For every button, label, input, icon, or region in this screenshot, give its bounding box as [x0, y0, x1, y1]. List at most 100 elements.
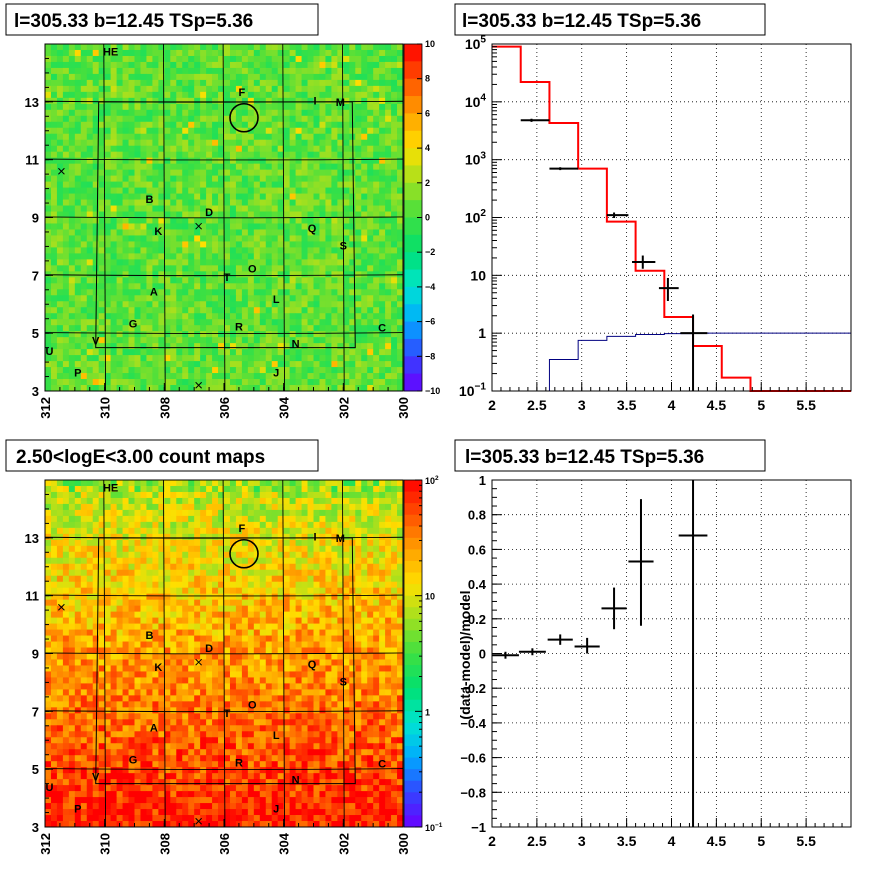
- map-grid-parallel: [44, 710, 404, 713]
- colorbar-tick-label: −10: [425, 386, 440, 396]
- data-point: [658, 277, 679, 301]
- residual-x-tick-label: 4.5: [707, 833, 727, 849]
- source-cross-marker: [195, 817, 202, 825]
- residual-point: [574, 637, 600, 654]
- colorbar-segment: [404, 252, 422, 271]
- colorbar-segment: [404, 688, 422, 701]
- map-y-tick-label: 9: [32, 211, 39, 226]
- colorbar-frame: [403, 479, 423, 828]
- colorbar-segment: [404, 780, 422, 793]
- colorbar-segment: [404, 711, 422, 724]
- count-map-title-box: [5, 439, 319, 472]
- map-x-tick-label: 300: [396, 397, 411, 419]
- source-label: V: [92, 772, 100, 784]
- map-y-tick-label: 11: [25, 153, 39, 168]
- source-label: U: [45, 346, 53, 358]
- source-cross-marker: [195, 658, 202, 666]
- residual-x-tick-label: 2: [488, 833, 496, 849]
- residual-map-panel: l=305.33 b=12.45 TSp=5.36 HE F I M B D K Q S O T A L…: [5, 3, 440, 419]
- map-x-tick-label: 306: [217, 397, 232, 419]
- residual-fraction-title: l=305.33 b=12.45 TSp=5.36: [465, 447, 704, 468]
- count-map-axes: 312 310 308 306 304 302 300 3 5 7 9 11 13: [25, 479, 411, 855]
- source-label: J: [273, 804, 279, 816]
- source-label: I: [313, 532, 316, 544]
- map-grid-parallel: [44, 768, 404, 770]
- source-cross-marker: [195, 222, 202, 230]
- source-cross-marker: [58, 603, 65, 611]
- colorbar-segment: [404, 321, 422, 340]
- colorbar-segment: [404, 537, 422, 550]
- residual-y-tick-label: −0.8: [460, 785, 486, 800]
- residual-fraction-ylabel: (data-model)/model: [457, 590, 473, 719]
- colorbar-segment: [404, 130, 422, 149]
- colorbar-tick-label: 10: [425, 39, 435, 49]
- spectrum-x-tick-label: 3: [578, 397, 586, 413]
- source-label: J: [273, 368, 279, 380]
- colorbar-segment: [404, 234, 422, 253]
- colorbar-segment: [404, 200, 422, 218]
- residual-y-tick-label: 0.2: [468, 612, 486, 627]
- colorbar-segment: [404, 653, 422, 666]
- map-x-tick-label: 302: [336, 833, 351, 855]
- source-label: HE: [103, 47, 118, 59]
- map-y-tick-label: 13: [25, 531, 39, 546]
- data-point: [680, 314, 708, 391]
- spectrum-y-tick-label: 10−1: [459, 382, 486, 399]
- map-x-tick-label: 306: [217, 833, 232, 855]
- colorbar-segment: [404, 572, 422, 585]
- source-label: A: [150, 287, 158, 299]
- colorbar-segment: [404, 676, 422, 689]
- source-label: Q: [308, 659, 317, 671]
- spectrum-x-tick-label: 2: [488, 397, 496, 413]
- source-label: P: [74, 804, 81, 816]
- residual-y-tick-label: 1: [479, 473, 486, 488]
- source-label: M: [336, 533, 345, 545]
- source-label: R: [235, 757, 243, 769]
- source-label: F: [239, 523, 246, 535]
- map-grid-parallel: [44, 652, 404, 655]
- source-label: M: [336, 97, 345, 109]
- residual-y-tick-label: 0.8: [468, 508, 486, 523]
- spectrum-title-box: [454, 3, 766, 36]
- roi-boundary: [95, 537, 356, 785]
- colorbar-segment: [404, 304, 422, 323]
- colorbar-segment: [404, 549, 422, 562]
- map-y-tick-label: 7: [32, 268, 39, 283]
- residual-y-tick-label: −0.2: [460, 681, 486, 696]
- count-map-heatmap: HE F I M B D K Q S O T A L G R C V N U P J: [44, 479, 404, 828]
- residual-y-tick-label: 0: [479, 647, 486, 662]
- map-y-tick-label: 9: [32, 647, 39, 662]
- map-x-tick-label: 304: [277, 396, 292, 418]
- map-y-tick-label: 5: [32, 326, 39, 341]
- colorbar-segment: [404, 792, 422, 805]
- residual-map-colorbar: 10 8 6 4 2 0 −2 −4 −6 −8 −10: [403, 39, 440, 396]
- colorbar-segment: [404, 96, 422, 114]
- residual-point: [492, 651, 519, 659]
- map-x-tick-label: 312: [38, 397, 53, 419]
- colorbar-segment: [404, 113, 422, 132]
- source-label: G: [129, 754, 138, 766]
- spectrum-y-tick-label: 10: [470, 267, 486, 283]
- colorbar-tick-label: 6: [425, 108, 430, 118]
- colorbar-segment: [404, 641, 422, 654]
- map-y-tick-label: 7: [32, 704, 39, 719]
- map-x-tick-label: 308: [157, 397, 172, 419]
- source-label: T: [224, 272, 231, 284]
- colorbar-segment: [404, 769, 422, 782]
- map-cells: [45, 480, 404, 828]
- colorbar-segment: [404, 286, 422, 305]
- source-label: N: [292, 339, 300, 351]
- colorbar-segment: [404, 746, 422, 759]
- source-label: C: [378, 323, 386, 335]
- spectrum-y-tick-label: 102: [465, 208, 487, 225]
- model-total-histogram: [492, 45, 851, 392]
- colorbar-segment: [404, 607, 422, 620]
- map-cells: [45, 44, 404, 392]
- residual-map-axes: 312 310 308 306 304 302 300 3 5 7 9 11 13: [25, 43, 411, 419]
- residual-x-tick-label: 5: [757, 833, 765, 849]
- roi-boundary: [95, 101, 356, 349]
- colorbar-segment: [404, 699, 422, 712]
- residual-point: [547, 634, 573, 645]
- colorbar-segment: [404, 373, 422, 392]
